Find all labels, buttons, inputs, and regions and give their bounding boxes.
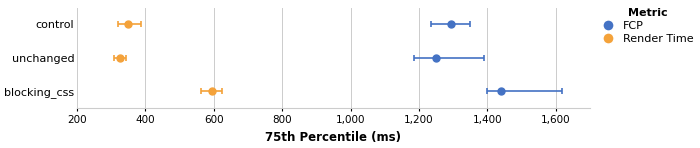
Legend: FCP, Render Time: FCP, Render Time: [601, 5, 696, 46]
X-axis label: 75th Percentile (ms): 75th Percentile (ms): [265, 131, 401, 144]
